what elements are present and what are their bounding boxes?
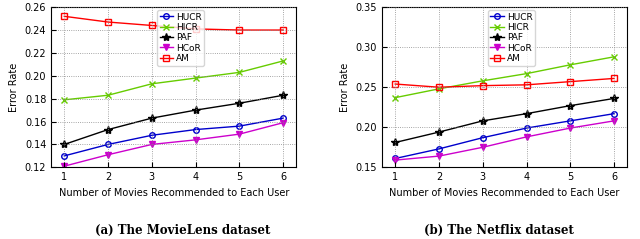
PAF [392,141,399,144]
Line: AM: AM [392,76,617,90]
Text: (a) The MovieLens dataset: (a) The MovieLens dataset [95,224,271,237]
Line: HCoR: HCoR [61,120,286,169]
Line: PAF: PAF [391,94,618,147]
HUCR [435,147,443,150]
HUCR [523,127,531,130]
AM [435,86,443,89]
Line: PAF: PAF [60,91,287,149]
HICR [279,60,287,62]
HCoR [236,133,243,136]
AM [566,80,574,83]
HUCR [392,157,399,160]
PAF [61,143,68,146]
PAF [236,102,243,105]
HCoR [479,146,486,149]
Line: HICR: HICR [61,58,286,103]
AM [61,15,68,18]
PAF [566,104,574,107]
AM [148,24,156,27]
HICR [104,94,112,97]
PAF [148,117,156,120]
PAF [279,94,287,97]
Line: HCoR: HCoR [392,118,617,163]
Y-axis label: Error Rate: Error Rate [340,63,350,112]
Legend: HUCR, HICR, PAF, HCoR, AM: HUCR, HICR, PAF, HCoR, AM [157,10,204,66]
Line: HUCR: HUCR [392,111,617,161]
AM [104,21,112,23]
HUCR [104,143,112,146]
HCoR [148,143,156,146]
Line: HUCR: HUCR [61,115,286,159]
HCoR [435,155,443,158]
Text: (b) The Netflix dataset: (b) The Netflix dataset [424,224,574,237]
Line: HICR: HICR [392,54,617,100]
AM [479,84,486,87]
PAF [435,131,443,134]
HUCR [148,134,156,137]
HCoR [61,165,68,168]
PAF [610,97,618,100]
X-axis label: Number of Movies Recommended to Each User: Number of Movies Recommended to Each Use… [390,188,620,198]
HCoR [523,136,531,138]
PAF [523,112,531,115]
HICR [236,71,243,74]
AM [610,77,618,80]
HICR [148,82,156,85]
HCoR [192,138,200,141]
HICR [192,77,200,80]
PAF [104,128,112,131]
PAF [192,109,200,112]
Line: AM: AM [61,14,286,33]
HICR [523,72,531,75]
HCoR [610,120,618,122]
HUCR [610,112,618,115]
HCoR [392,159,399,162]
HICR [610,55,618,58]
X-axis label: Number of Movies Recommended to Each User: Number of Movies Recommended to Each Use… [59,188,289,198]
Legend: HUCR, HICR, PAF, HCoR, AM: HUCR, HICR, PAF, HCoR, AM [488,10,535,66]
HICR [392,96,399,99]
AM [279,29,287,32]
HICR [566,63,574,66]
HUCR [236,125,243,128]
HUCR [192,128,200,131]
PAF [479,120,486,122]
AM [192,27,200,30]
AM [236,29,243,32]
HUCR [479,136,486,139]
HCoR [104,153,112,156]
HUCR [566,120,574,122]
HCoR [279,121,287,124]
HICR [61,98,68,101]
HCoR [566,127,574,130]
AM [392,83,399,86]
HICR [435,87,443,90]
HICR [479,79,486,82]
HUCR [279,117,287,120]
Y-axis label: Error Rate: Error Rate [9,63,19,112]
HUCR [61,154,68,157]
AM [523,83,531,86]
